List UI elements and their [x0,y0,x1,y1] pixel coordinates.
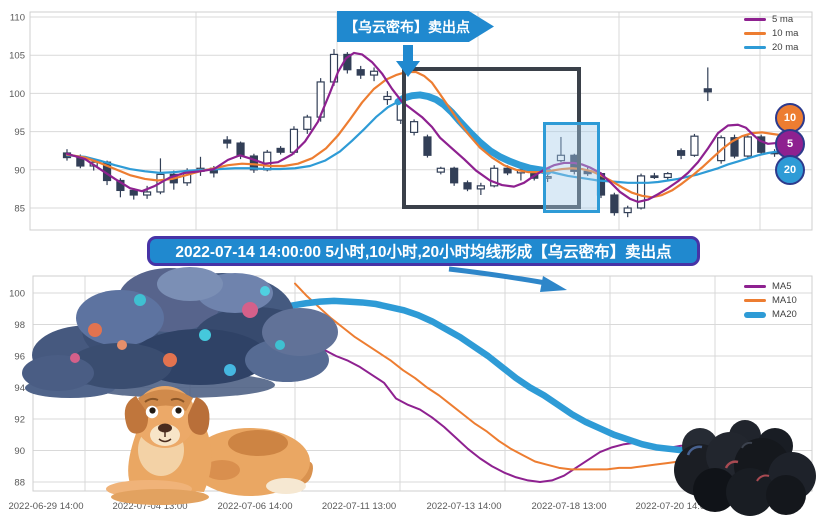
ma10-badge-label: 10 [783,112,797,124]
legend-item-ma10: MA10 [744,295,797,306]
down-arrow-icon [396,45,420,77]
svg-text:2022-07-20 14:00: 2022-07-20 14:00 [635,501,710,512]
dog-illustration [106,386,313,505]
legend-item-ma5: 5 ma [744,14,798,25]
ma10-swatch [744,32,766,35]
svg-text:100: 100 [9,289,25,300]
legend-item-ma20: MA20 [744,309,797,320]
svg-text:95: 95 [14,127,25,138]
dark-cloud-illustration [674,420,816,516]
ma10-legend-label: MA10 [772,294,797,306]
signal-banner: 2022-07-14 14:00:00 5小时,10小时,20小时均线形成【乌云… [147,236,700,266]
ma5-badge-label: 5 [786,138,794,150]
ma10-legend-label: 10 ma [772,27,799,39]
ma5-swatch [744,285,766,288]
ma10-swatch [744,299,766,302]
svg-text:100: 100 [9,89,25,100]
storm-cloud-illustration [22,267,338,398]
sell-point-callout: 【乌云密布】卖出点 [337,11,494,42]
ma20-swatch [744,46,766,49]
ma20-badge: 20 [775,155,805,185]
svg-text:105: 105 [9,51,25,62]
svg-text:2022-07-11 13:00: 2022-07-11 13:00 [322,501,396,512]
confirmation-highlight-box [543,122,600,213]
svg-text:88: 88 [14,478,25,489]
bottom-chart-legend: MA5 MA10 MA20 [744,281,797,320]
svg-text:90: 90 [14,446,25,457]
ma5-legend-label: MA5 [772,280,792,292]
svg-text:90: 90 [14,165,25,176]
svg-text:98: 98 [14,320,25,331]
svg-text:92: 92 [14,415,25,426]
legend-item-ma10: 10 ma [744,28,798,39]
ma20-swatch [744,311,766,318]
svg-text:85: 85 [14,204,25,215]
legend-item-ma5: MA5 [744,281,797,292]
svg-text:2022-07-18 13:00: 2022-07-18 13:00 [531,501,606,512]
pattern-highlight-box [402,67,581,209]
svg-text:2022-06-29 14:00: 2022-06-29 14:00 [8,501,83,512]
signal-banner-text: 2022-07-14 14:00:00 5小时,10小时,20小时均线形成【乌云… [175,244,672,261]
svg-text:96: 96 [14,352,25,363]
svg-text:110: 110 [10,13,25,24]
sell-point-callout-text: 【乌云密布】卖出点 [344,18,470,35]
ma5-swatch [744,18,766,21]
svg-text:2022-07-04 13:00: 2022-07-04 13:00 [112,501,187,512]
svg-text:2022-07-06 14:00: 2022-07-06 14:00 [217,501,292,512]
legend-item-ma20: 20 ma [744,42,798,53]
ma20-legend-label: 20 ma [772,41,799,53]
ma5-legend-label: 5 ma [772,13,794,25]
ma20-legend-label: MA20 [772,308,797,320]
ma20-badge-label: 20 [783,164,797,176]
banner-arrow-icon [448,266,567,292]
svg-text:94: 94 [14,383,25,394]
svg-text:2022-07-13 14:00: 2022-07-13 14:00 [426,501,501,512]
top-chart-legend: 5 ma 10 ma 20 ma [744,14,798,53]
